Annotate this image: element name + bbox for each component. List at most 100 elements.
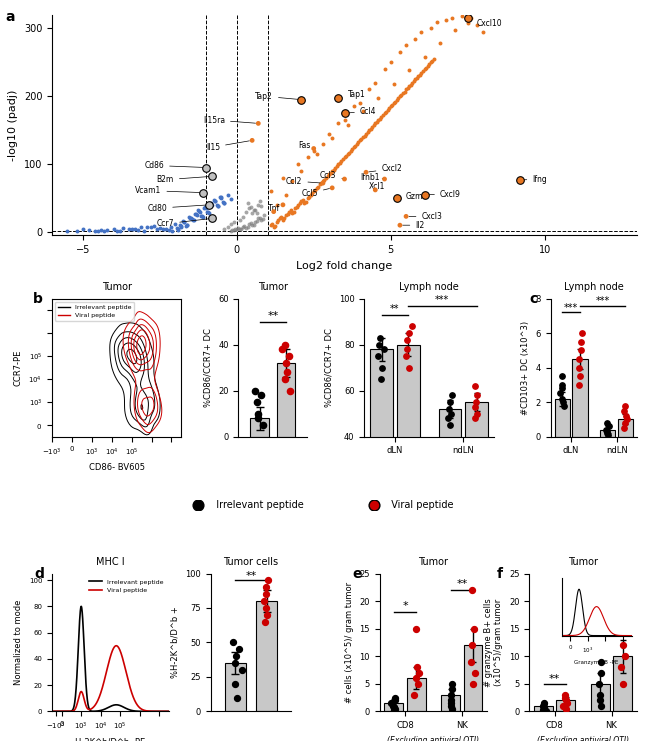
- Point: [335, 157, 345, 169]
- Point: [209, 194, 219, 206]
- Point: [133, 224, 144, 236]
- Text: a: a: [5, 10, 15, 24]
- Point: [151, 223, 162, 235]
- Point: [292, 201, 302, 213]
- Point: [253, 199, 263, 210]
- Point: [343, 148, 353, 160]
- Point: [538, 697, 549, 709]
- Point: [196, 210, 207, 222]
- Point: [402, 334, 412, 346]
- Point: [390, 691, 400, 703]
- Point: [255, 212, 265, 224]
- Point: [575, 370, 585, 382]
- Point: [421, 62, 432, 73]
- Point: [259, 209, 270, 221]
- Point: [385, 697, 396, 709]
- Point: [389, 97, 399, 109]
- Point: [231, 222, 242, 234]
- Text: **: **: [456, 579, 467, 589]
- Point: [445, 689, 456, 701]
- Point: [170, 218, 180, 230]
- Text: Cxcl10: Cxcl10: [471, 19, 502, 28]
- Point: [309, 185, 319, 197]
- Bar: [465, 402, 488, 528]
- Point: [560, 689, 571, 701]
- Point: [188, 214, 199, 226]
- Point: [77, 222, 88, 234]
- Point: [447, 678, 457, 690]
- Text: **: **: [246, 571, 257, 581]
- X-axis label: CD86- BV605: CD86- BV605: [88, 463, 145, 472]
- Point: [179, 216, 189, 228]
- Point: [202, 206, 213, 218]
- Point: [380, 63, 390, 75]
- Point: [618, 678, 628, 690]
- Point: [574, 379, 584, 391]
- Point: [556, 379, 567, 391]
- Point: [339, 107, 350, 119]
- Point: [248, 219, 259, 230]
- Point: [450, 24, 461, 36]
- Point: [445, 408, 456, 419]
- Point: [321, 172, 332, 184]
- Point: [228, 224, 239, 236]
- Text: Cxcl2: Cxcl2: [369, 165, 402, 173]
- Title: Tumor cells: Tumor cells: [224, 557, 279, 567]
- Point: [396, 89, 407, 101]
- Point: [470, 401, 480, 413]
- Y-axis label: -log10 (padj): -log10 (padj): [8, 90, 18, 161]
- Text: b: b: [32, 292, 42, 306]
- Point: [445, 396, 455, 408]
- Point: [197, 210, 207, 222]
- Point: [265, 185, 276, 197]
- Point: [257, 213, 268, 225]
- Title: Tumor: Tumor: [419, 557, 448, 567]
- Point: [318, 138, 328, 150]
- Point: [444, 403, 454, 415]
- Point: [72, 225, 82, 236]
- Bar: [613, 657, 632, 711]
- Point: [380, 173, 390, 185]
- Point: [359, 130, 370, 142]
- Point: [238, 221, 248, 233]
- Point: [258, 419, 268, 431]
- Point: [373, 114, 384, 126]
- Point: [469, 622, 479, 634]
- Bar: [396, 345, 419, 528]
- Point: [382, 104, 393, 116]
- Point: [294, 198, 305, 210]
- Text: Ccl2: Ccl2: [286, 176, 320, 185]
- Point: [148, 220, 159, 232]
- Y-axis label: CCR7-PE: CCR7-PE: [14, 350, 23, 386]
- Point: [204, 199, 214, 210]
- Bar: [556, 700, 575, 711]
- Point: [118, 222, 128, 234]
- Text: ***: ***: [564, 303, 579, 313]
- Point: [242, 198, 253, 210]
- Point: [330, 162, 341, 173]
- Point: [201, 202, 211, 214]
- Point: [418, 65, 428, 77]
- Bar: [225, 663, 246, 711]
- Point: [146, 221, 156, 233]
- Point: [190, 207, 200, 219]
- Point: [339, 173, 350, 185]
- Point: [358, 105, 368, 117]
- Point: [139, 225, 150, 236]
- Point: [256, 200, 266, 212]
- Point: [413, 70, 424, 82]
- Text: Il2: Il2: [403, 221, 424, 230]
- Point: [172, 222, 183, 234]
- Point: [415, 69, 425, 81]
- Point: [347, 143, 358, 155]
- Point: [353, 136, 363, 148]
- Text: ***: ***: [436, 295, 449, 305]
- Point: [595, 694, 605, 706]
- Point: [401, 350, 411, 362]
- Point: [356, 133, 367, 145]
- Point: [256, 389, 266, 401]
- Point: [561, 694, 571, 706]
- Point: [246, 201, 256, 213]
- Point: [395, 90, 405, 102]
- Point: [361, 127, 371, 139]
